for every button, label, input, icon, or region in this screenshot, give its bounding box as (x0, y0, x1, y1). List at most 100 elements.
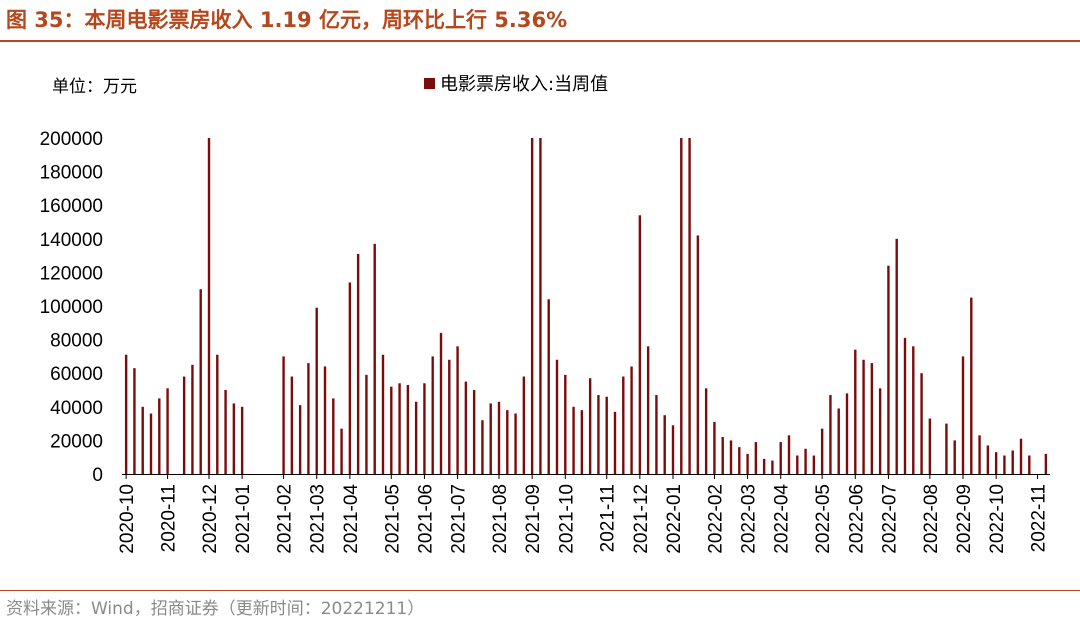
bar (588, 378, 592, 474)
bar (514, 413, 517, 474)
bar (945, 423, 948, 474)
chart-legend: 电影票房收入:当周值 (424, 70, 608, 96)
bar (903, 337, 907, 474)
bar (704, 388, 708, 474)
x-tick-label: 2022-01 (664, 484, 685, 554)
bar (622, 376, 625, 474)
bar (787, 435, 791, 474)
x-tick-label: 2022-06 (846, 484, 867, 554)
bar (680, 138, 683, 474)
bar (613, 411, 617, 474)
y-tick-label: 100000 (40, 297, 103, 318)
bar (804, 448, 807, 474)
bar (564, 374, 567, 474)
bar (456, 346, 459, 474)
x-tick-label: 2022-03 (739, 484, 760, 554)
bar (464, 381, 468, 474)
x-tick-label: 2021-09 (523, 484, 544, 554)
bar (1011, 450, 1014, 474)
bar (870, 363, 874, 474)
bar (771, 460, 774, 474)
bar (390, 386, 393, 474)
bar (539, 138, 542, 474)
bar (862, 359, 865, 474)
bar (638, 215, 642, 474)
bar (141, 406, 144, 474)
bar (530, 138, 534, 474)
bar (298, 405, 302, 474)
bar (953, 440, 956, 474)
x-tick-label: 2022-05 (813, 484, 834, 554)
bar (423, 383, 426, 474)
y-tick-label: 60000 (50, 364, 103, 385)
x-tick-label: 2021-07 (449, 484, 470, 554)
y-tick-label: 140000 (40, 230, 103, 251)
bar (332, 398, 335, 474)
bar (655, 395, 658, 474)
x-tick-label: 2021-11 (598, 484, 619, 552)
bar (829, 395, 832, 474)
bar (970, 297, 973, 474)
bar (149, 413, 153, 474)
bar (207, 138, 211, 474)
bar-chart: 0 20000 40000 60000 80000 100000 120000 140000 1… (40, 129, 1050, 554)
x-tick-label: 2020-12 (200, 484, 221, 554)
bar (472, 390, 476, 474)
bar (290, 376, 294, 474)
bar (431, 356, 434, 474)
bar (696, 235, 700, 474)
bar (572, 406, 575, 474)
bar (522, 376, 526, 474)
y-tick-label: 160000 (40, 196, 103, 217)
x-tick-label: 2022-09 (954, 484, 975, 554)
x-tick-label: 2021-04 (341, 484, 362, 554)
title-divider (0, 40, 1080, 42)
y-tick-label: 180000 (40, 163, 103, 184)
unit-label: 单位：万元 (52, 77, 137, 97)
bar (356, 253, 360, 474)
bar (340, 428, 343, 474)
x-tick-label: 2022-10 (987, 484, 1008, 554)
bar (713, 421, 716, 474)
bar (124, 354, 128, 474)
legend-label: 电影票房收入:当周值 (440, 74, 609, 95)
bar (986, 445, 990, 474)
bar (580, 410, 584, 474)
bar (762, 458, 766, 474)
bar (191, 364, 194, 474)
bar (381, 354, 385, 474)
bar (754, 442, 758, 474)
y-tick-label: 40000 (50, 398, 103, 419)
legend-swatch (424, 77, 435, 89)
x-tick-label: 2022-11 (1029, 484, 1050, 552)
bar (688, 138, 691, 474)
bar (1044, 453, 1048, 474)
bar (448, 359, 451, 474)
bar (961, 356, 965, 474)
y-tick-label: 80000 (50, 331, 103, 352)
bar (597, 395, 600, 474)
bar (406, 384, 410, 474)
bar (729, 440, 733, 474)
bar (315, 307, 318, 474)
bar (630, 366, 633, 474)
x-tick-label: 2021-10 (556, 484, 577, 554)
bar (820, 428, 824, 474)
bar (282, 356, 285, 474)
x-tick-label: 2022-07 (879, 484, 900, 554)
bar (365, 374, 368, 474)
bar (895, 238, 898, 474)
bar (912, 346, 915, 474)
bar (887, 265, 890, 474)
bar (398, 383, 401, 474)
bar (373, 243, 376, 474)
bar (547, 299, 550, 474)
x-tick-label: 2021-08 (490, 484, 511, 554)
bar (348, 282, 352, 474)
bar (1003, 455, 1006, 474)
bar (746, 453, 749, 474)
x-tick-label: 2022-04 (772, 484, 793, 554)
x-tick-label: 2021-03 (308, 484, 329, 554)
y-tick-label: 120000 (40, 263, 103, 284)
x-tick-label: 2022-08 (921, 484, 942, 554)
